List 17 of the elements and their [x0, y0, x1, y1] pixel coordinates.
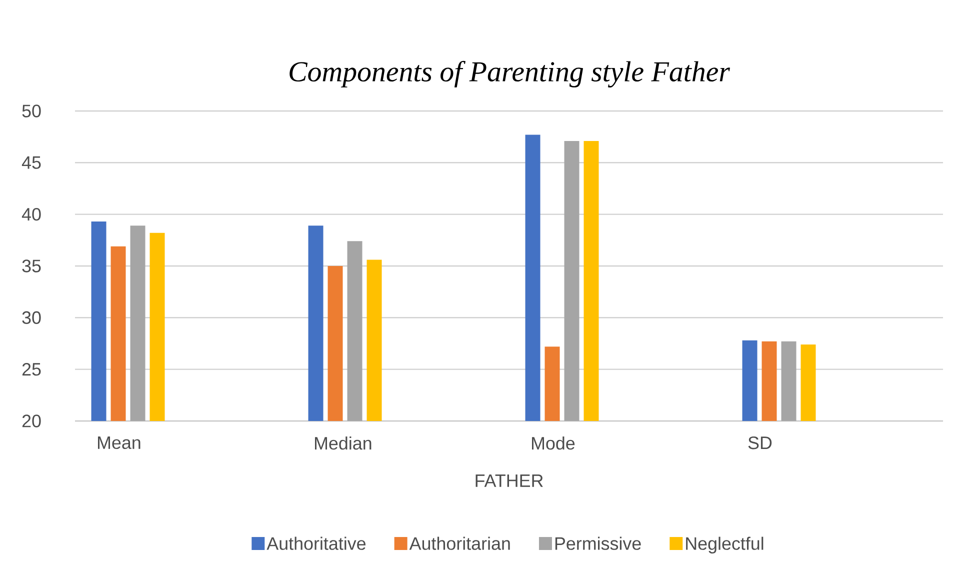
x-tick-label: SD: [748, 436, 772, 450]
legend-label: Neglectful: [686, 536, 764, 554]
legend-label: Authoritarian: [409, 536, 510, 550]
legend-label: Authoritative: [266, 536, 366, 550]
y-tick-label: 40: [22, 208, 41, 221]
x-tick-label: Median: [314, 436, 372, 450]
y-tick-label: 50: [22, 104, 41, 118]
chart-title: Components of Parenting style Father: [290, 60, 730, 88]
x-tick-label: Mode: [532, 436, 575, 450]
y-tick-label: 25: [22, 362, 41, 376]
y-tick-label: 35: [22, 260, 41, 272]
x-axis-title: FATHER: [476, 474, 543, 487]
y-tick-label: 20: [22, 414, 41, 428]
y-tick-label: 30: [22, 311, 41, 324]
x-tick-label: Mean: [98, 436, 140, 450]
y-tick-label: 45: [22, 156, 41, 169]
legend-label: Permissive: [555, 536, 641, 550]
